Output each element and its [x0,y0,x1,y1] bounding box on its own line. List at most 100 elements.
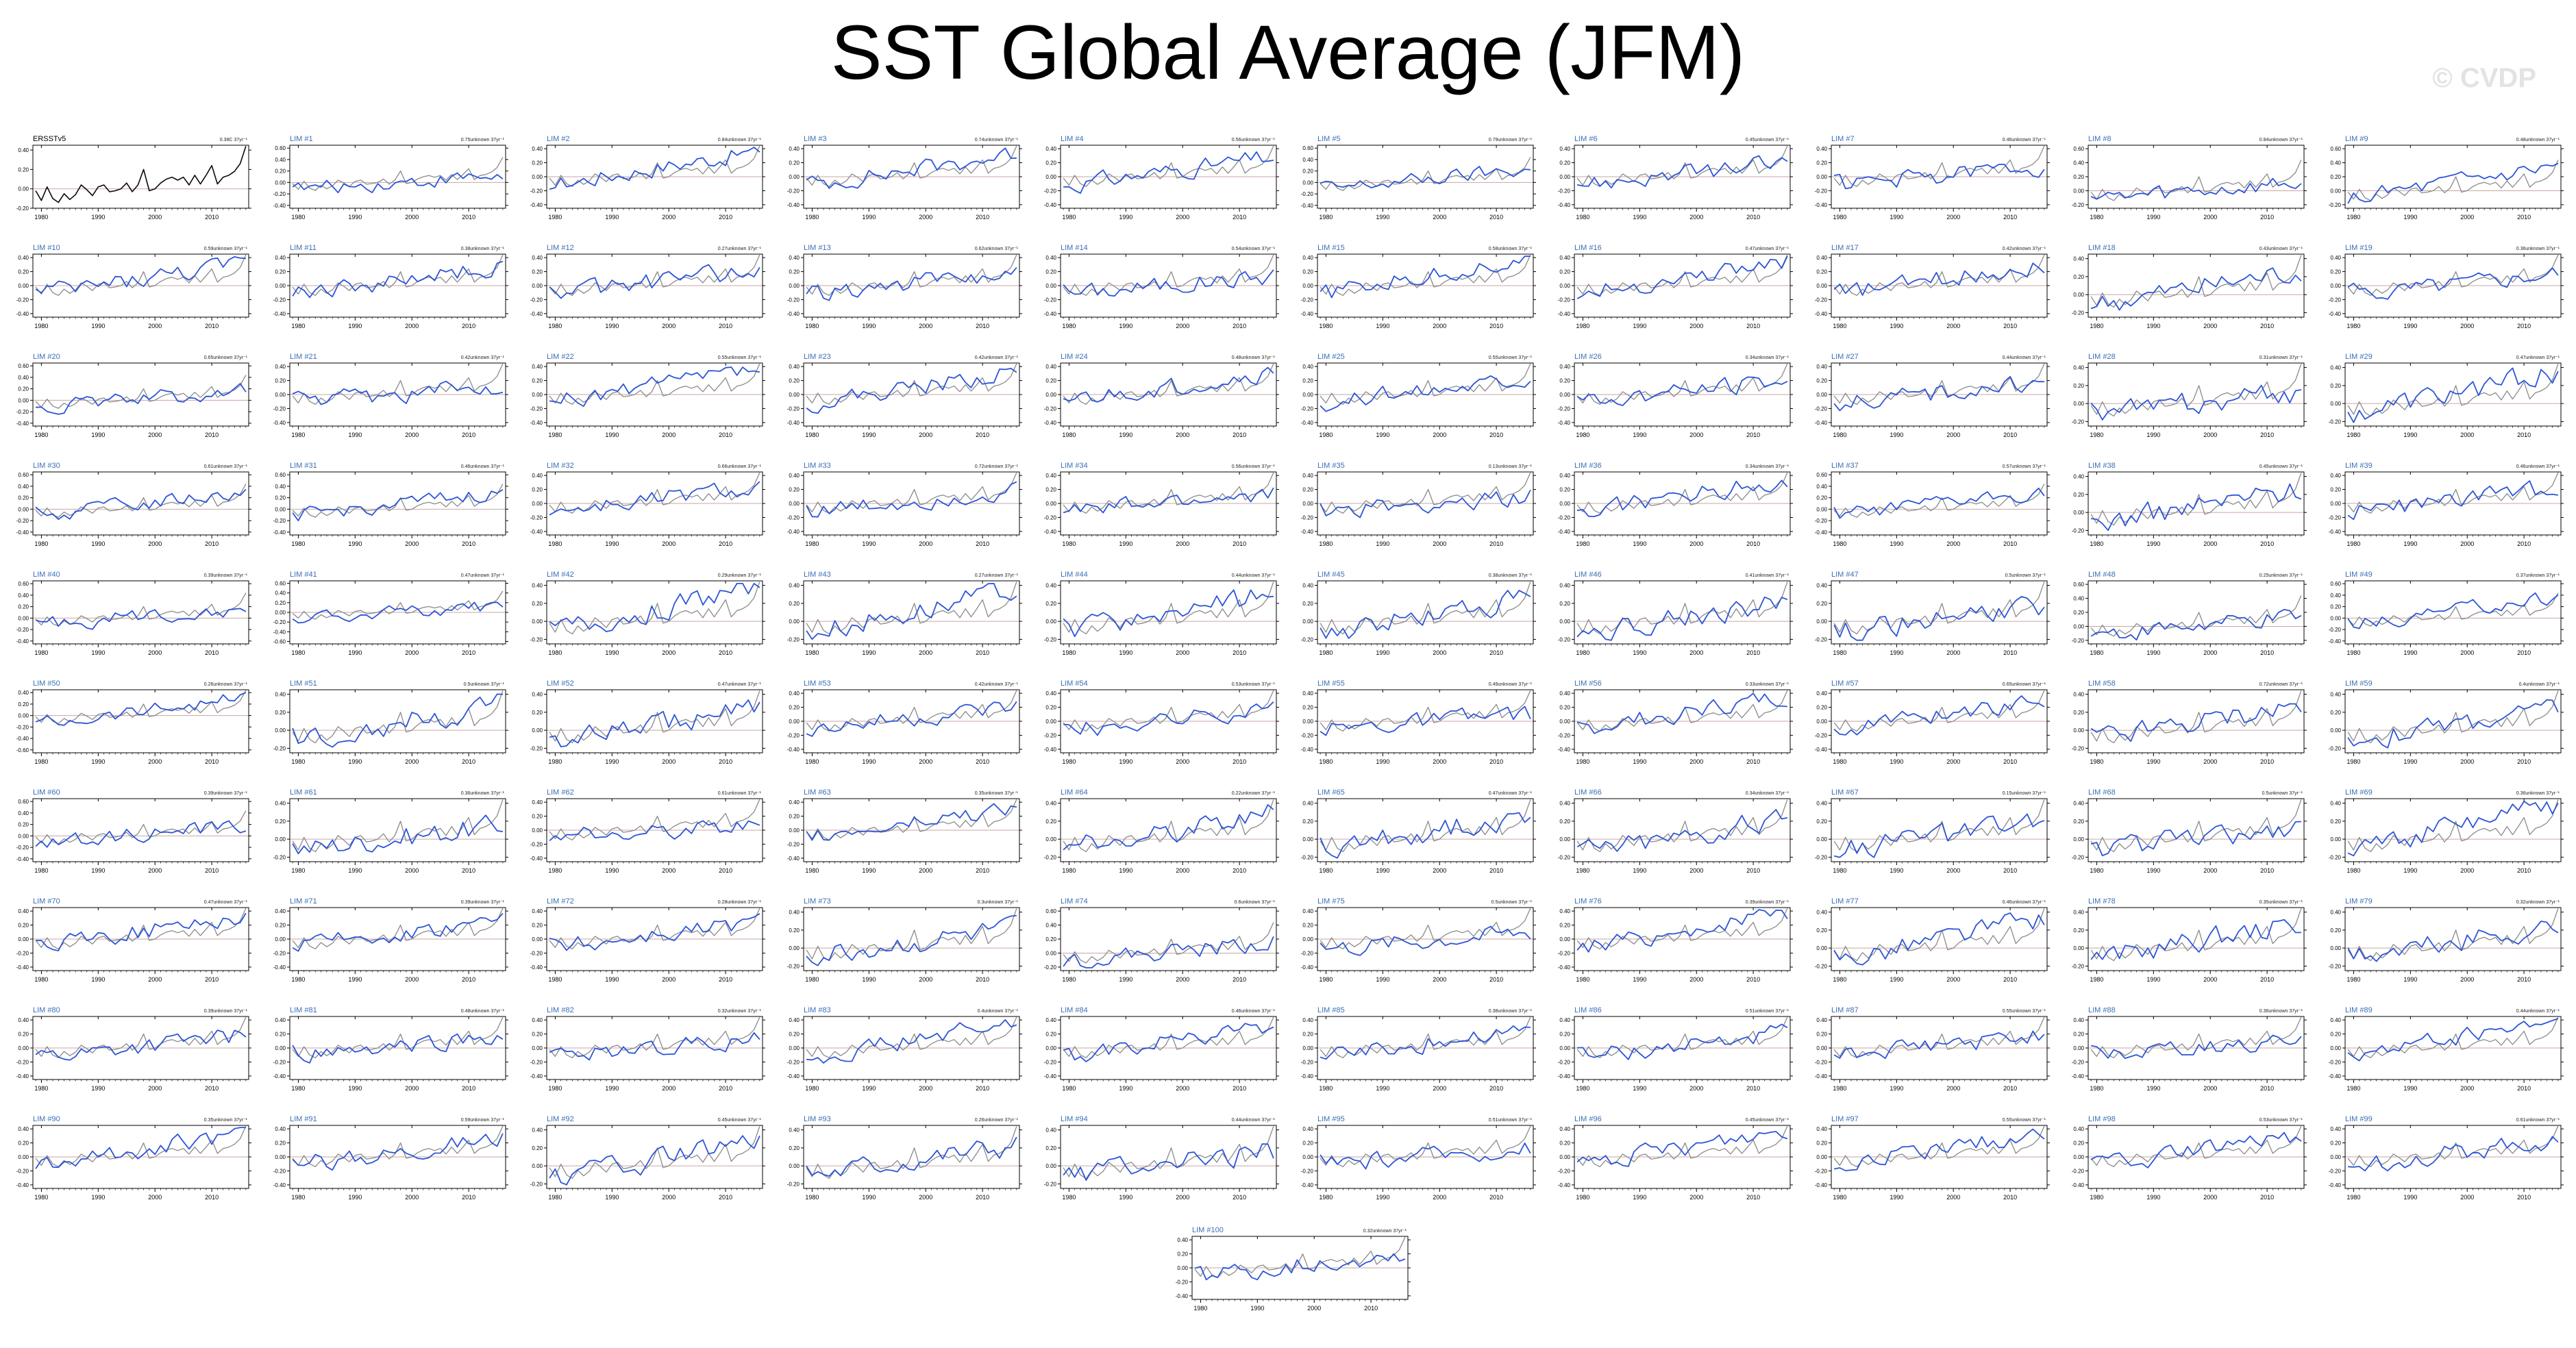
panel-label: LIM #36 [1574,462,1602,470]
y-tick-label: 0.00 [275,392,286,398]
y-tick-label: 0.00 [532,501,543,507]
y-tick-label: -0.40 [787,420,800,426]
panel-trend: 0.38C 37yr⁻¹ [220,138,248,142]
y-tick-label: -0.20 [2329,202,2342,208]
y-tick-label: 0.20 [789,160,800,166]
x-tick-label: 2000 [148,649,162,656]
model-series-line [806,804,1017,840]
y-tick-label: -0.40 [1815,529,1828,536]
y-tick-label: 0.20 [1302,168,1313,175]
x-tick-label: 1980 [2090,214,2103,221]
x-tick-label: 2000 [2203,323,2217,329]
y-tick-label: 0.00 [275,936,286,943]
y-tick-label: -0.20 [2072,745,2085,751]
panel-trend: 0.66unknown 37yr⁻¹ [718,464,762,469]
x-tick-label: 1990 [91,540,105,547]
y-tick-label: 0.20 [2073,274,2084,280]
panel-label: LIM #3 [804,135,827,143]
x-tick-label: 2010 [2260,214,2274,221]
obs-overlay-line [2348,160,2558,201]
x-tick-label: 1990 [1890,214,1903,221]
y-tick-label: 0.20 [18,166,29,173]
panel-label: LIM #67 [1831,788,1859,797]
panel-label: LIM #17 [1831,244,1859,252]
y-tick-label: 0.20 [275,378,286,384]
y-tick-label: 0.40 [2073,596,2084,602]
y-tick-label: -0.40 [1301,420,1314,426]
y-tick-label: -0.40 [530,856,543,862]
panel-label: LIM #65 [1317,788,1345,797]
y-tick-label: -0.20 [16,297,29,303]
y-tick-label: -0.20 [530,297,543,303]
y-tick-label: 0.00 [18,397,29,403]
y-tick-label: 0.40 [275,692,286,698]
panel-label: LIM #5 [1317,135,1341,143]
y-tick-label: 0.40 [1816,255,1827,261]
y-tick-label: 0.00 [18,936,29,943]
x-tick-label: 1980 [1062,323,1076,329]
x-tick-label: 1980 [1319,540,1333,547]
y-tick-label: -0.40 [530,964,543,971]
model-series-line [1577,810,1787,851]
x-tick-label: 2010 [2517,540,2531,547]
y-tick-label: 0.40 [532,799,543,806]
y-tick-label: 0.00 [532,619,543,625]
x-tick-label: 2010 [719,758,732,765]
panel-label: LIM #49 [2345,571,2373,579]
x-tick-label: 1990 [1119,649,1132,656]
y-tick-label: 0.00 [789,174,800,180]
x-tick-label: 1990 [91,214,105,221]
obs-overlay-line [1577,473,1787,513]
x-tick-label: 2000 [405,323,419,329]
panel-trend: 0.29unknown 37yr⁻¹ [718,573,762,578]
x-tick-label: 1980 [1062,214,1076,221]
panel-label: LIM #11 [290,244,317,252]
y-tick-label: 0.40 [1559,690,1570,697]
x-tick-label: 2010 [2517,867,2531,874]
x-tick-label: 2010 [462,323,475,329]
panel-label: LIM #54 [1061,679,1088,688]
x-tick-label: 1980 [548,867,562,874]
y-tick-label: -0.40 [1301,747,1314,753]
y-tick-label: 0.00 [2073,188,2084,194]
y-tick-label: 0.00 [1559,174,1570,180]
y-tick-label: -0.60 [273,638,286,645]
y-tick-label: 0.00 [1559,619,1570,625]
x-tick-label: 2000 [1433,323,1446,329]
x-tick-label: 2010 [719,214,732,221]
x-tick-label: 2000 [1689,214,1703,221]
y-tick-label: 0.20 [275,495,286,501]
y-tick-label: 0.20 [532,601,543,607]
y-tick-label: 0.20 [1302,378,1313,384]
x-tick-label: 2000 [2460,323,2474,329]
x-tick-label: 2010 [462,867,475,874]
x-tick-label: 1990 [2403,323,2417,329]
x-tick-label: 1990 [2403,432,2417,438]
y-tick-label: -0.20 [16,205,29,212]
panel-trend: 0.47unknown 37yr⁻¹ [204,900,248,905]
y-tick-label: 0.60 [2330,146,2341,152]
panel-label: LIM #13 [804,244,831,252]
x-tick-label: 1980 [1062,540,1076,547]
y-tick-label: 0.00 [532,827,543,834]
y-tick-label: 0.20 [1816,601,1827,607]
x-tick-label: 1980 [1576,214,1589,221]
panel-trend: 0.28unknown 37yr⁻¹ [718,900,762,905]
y-tick-label: -0.20 [787,732,800,738]
x-tick-label: 2010 [2260,758,2274,765]
x-tick-label: 1990 [91,432,105,438]
x-tick-label: 1990 [1119,214,1132,221]
x-tick-label: 1980 [548,649,562,656]
x-tick-label: 2000 [148,323,162,329]
model-series-line [549,821,760,840]
y-tick-label: 0.40 [532,255,543,261]
y-tick-label: 0.40 [1302,473,1313,479]
